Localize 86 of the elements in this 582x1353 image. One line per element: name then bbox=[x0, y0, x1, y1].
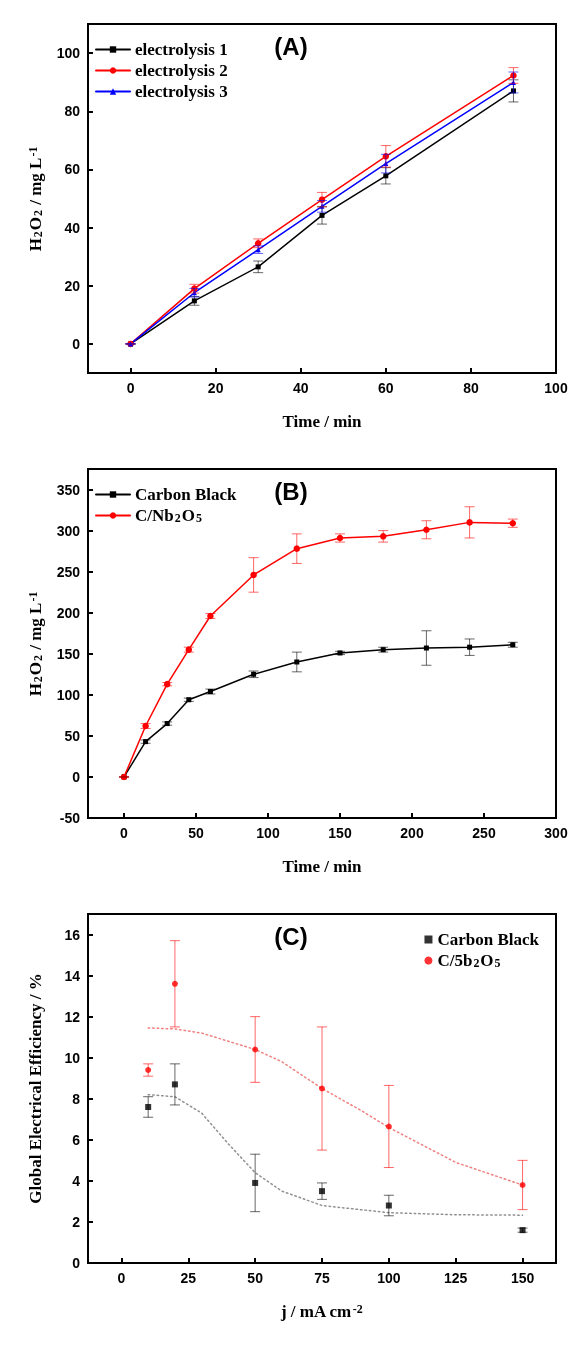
x-tick-label: 0 bbox=[117, 1270, 126, 1286]
legend-label: Carbon Black bbox=[135, 485, 238, 504]
y-tick-label: 100 bbox=[56, 686, 81, 703]
x-tick-label: 250 bbox=[472, 825, 496, 841]
y-tick-label: 100 bbox=[56, 45, 81, 62]
y-tick-label: 60 bbox=[64, 161, 81, 178]
x-axis-title: Time / min bbox=[282, 857, 363, 876]
point bbox=[510, 88, 516, 94]
x-tick-label: 80 bbox=[463, 380, 479, 396]
line-series bbox=[147, 1093, 524, 1216]
y-tick-label: 0 bbox=[72, 1255, 81, 1271]
point bbox=[385, 1123, 392, 1130]
y-axis-title: Global Electrical Efficiency / % bbox=[26, 973, 45, 1204]
x-tick-label: 200 bbox=[400, 825, 424, 841]
y-tick-label: 40 bbox=[64, 219, 81, 236]
point bbox=[252, 1179, 259, 1186]
point bbox=[145, 1103, 152, 1110]
point bbox=[293, 545, 301, 552]
y-tick-label: 350 bbox=[56, 481, 81, 498]
y-tick-label: 300 bbox=[56, 522, 81, 539]
y-axis-title: H2O2 / mg L-1 bbox=[26, 591, 45, 697]
point bbox=[319, 1085, 325, 1092]
point bbox=[318, 196, 326, 203]
x-axis-title: Time / min bbox=[282, 412, 363, 431]
x-tick-label: 125 bbox=[444, 1270, 468, 1286]
x-tick-label: 300 bbox=[544, 825, 568, 841]
legend-label: C/Nb2O5 bbox=[135, 506, 202, 525]
y-tick-label: 80 bbox=[64, 103, 81, 120]
point bbox=[466, 519, 473, 526]
y-tick-label: 20 bbox=[64, 277, 81, 294]
legend-label: Carbon Black bbox=[437, 930, 540, 949]
point bbox=[519, 1181, 526, 1188]
point bbox=[423, 645, 429, 651]
y-tick-label: 8 bbox=[72, 1090, 81, 1107]
y-tick-label: 50 bbox=[64, 727, 81, 744]
x-tick-label: 25 bbox=[180, 1270, 197, 1286]
point bbox=[319, 1188, 325, 1195]
point bbox=[145, 1067, 152, 1074]
x-tick-label: 50 bbox=[188, 825, 204, 841]
x-tick-label: 0 bbox=[126, 380, 135, 396]
y-tick-label: 6 bbox=[72, 1131, 81, 1148]
annotation: (B) bbox=[274, 477, 308, 505]
y-tick-label: 0 bbox=[72, 768, 81, 785]
point bbox=[385, 1202, 392, 1209]
point bbox=[255, 264, 261, 270]
y-tick-label: -50 bbox=[59, 810, 81, 826]
point bbox=[319, 212, 325, 218]
y-tick-label: 12 bbox=[64, 1008, 81, 1025]
y-tick-label: 16 bbox=[64, 926, 81, 943]
x-tick-label: 100 bbox=[377, 1270, 401, 1286]
y-tick-label: 200 bbox=[56, 604, 81, 621]
x-tick-label: 100 bbox=[544, 380, 568, 396]
annotation: (C) bbox=[274, 922, 308, 950]
legend-label: electrolysis 3 bbox=[135, 82, 228, 101]
x-tick-label: 75 bbox=[314, 1270, 330, 1286]
point bbox=[382, 153, 390, 160]
x-tick-label: 40 bbox=[292, 380, 309, 396]
point bbox=[383, 161, 389, 167]
x-tick-label: 150 bbox=[510, 1270, 535, 1286]
x-tick-label: 0 bbox=[120, 825, 129, 841]
legend-label: electrolysis 1 bbox=[135, 40, 228, 59]
y-tick-label: 10 bbox=[64, 1049, 81, 1066]
x-tick-label: 50 bbox=[247, 1270, 264, 1286]
point bbox=[250, 571, 257, 579]
y-tick-label: 14 bbox=[64, 967, 81, 984]
annotation: (A) bbox=[274, 32, 308, 60]
point bbox=[294, 659, 300, 665]
x-tick-label: 20 bbox=[207, 380, 224, 396]
y-tick-label: 250 bbox=[56, 563, 81, 580]
y-tick-label: 0 bbox=[72, 335, 81, 352]
point bbox=[252, 1046, 259, 1053]
y-tick-label: 4 bbox=[72, 1172, 81, 1189]
point bbox=[467, 644, 473, 650]
point bbox=[383, 173, 389, 179]
point bbox=[171, 980, 178, 987]
y-tick-label: 2 bbox=[72, 1213, 81, 1230]
x-tick-label: 60 bbox=[378, 380, 394, 396]
x-tick-label: 100 bbox=[256, 825, 280, 841]
legend-label: electrolysis 2 bbox=[135, 61, 228, 80]
y-axis-title: H2O2 / mg L-1 bbox=[26, 146, 45, 252]
x-tick-label: 150 bbox=[328, 825, 352, 841]
point bbox=[171, 1081, 178, 1088]
y-tick-label: 150 bbox=[56, 645, 81, 662]
point bbox=[423, 526, 430, 534]
legend-label: C/5b2O5 bbox=[437, 951, 501, 970]
point bbox=[510, 72, 517, 79]
